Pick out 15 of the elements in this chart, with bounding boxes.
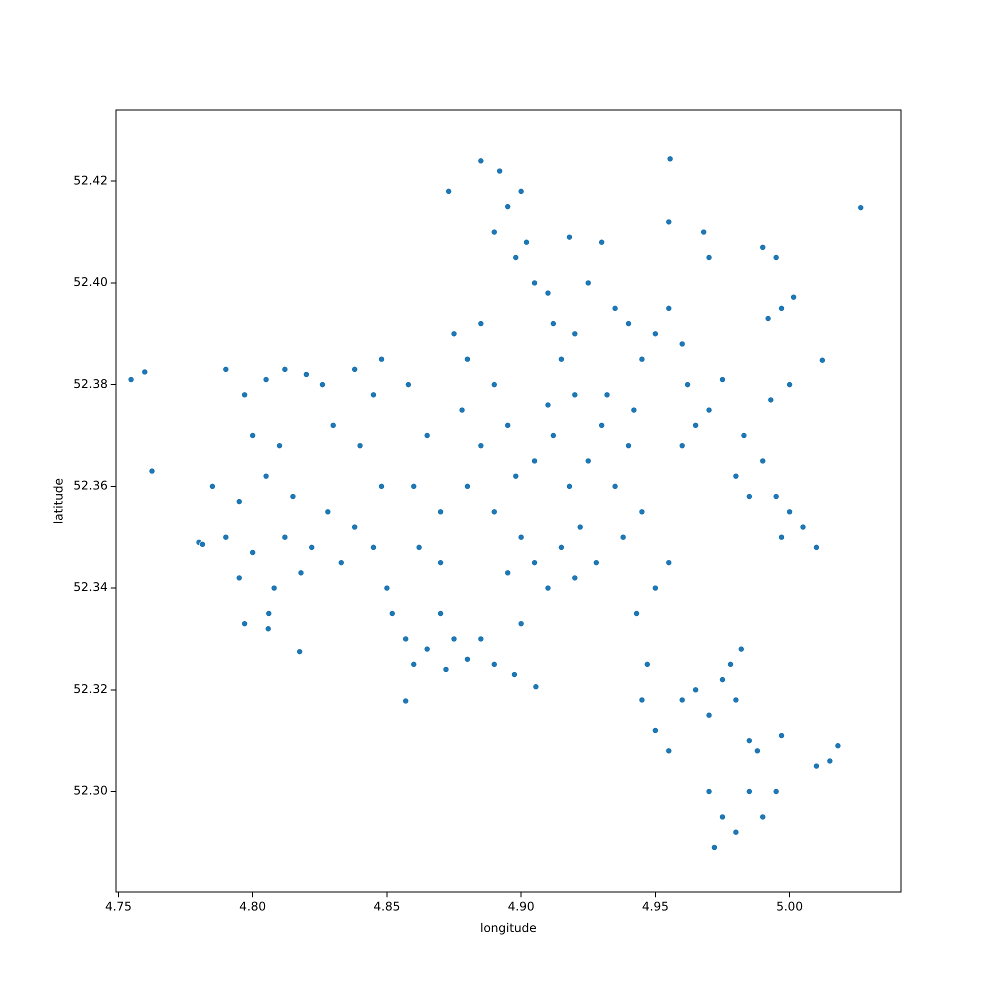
y-tick-label: 52.42 [73,173,108,188]
x-tick-label: 4.85 [374,900,400,914]
y-tick-label: 52.34 [73,580,108,594]
y-tick-label: 52.36 [73,478,108,492]
y-axis-title: latitude [51,478,66,524]
x-tick-label: 5.00 [776,900,803,914]
x-tick-label: 4.95 [642,900,669,914]
y-tick-label: 52.32 [73,682,108,696]
y-tick-label: 52.38 [73,376,108,391]
x-axis-title: longitude [480,920,537,935]
x-tick-label: 4.90 [508,900,534,914]
y-tick-label: 52.30 [73,784,108,798]
x-tick-label: 4.80 [239,900,266,914]
y-tick-label: 52.40 [73,275,108,290]
x-tick-label: 4.75 [105,900,132,914]
